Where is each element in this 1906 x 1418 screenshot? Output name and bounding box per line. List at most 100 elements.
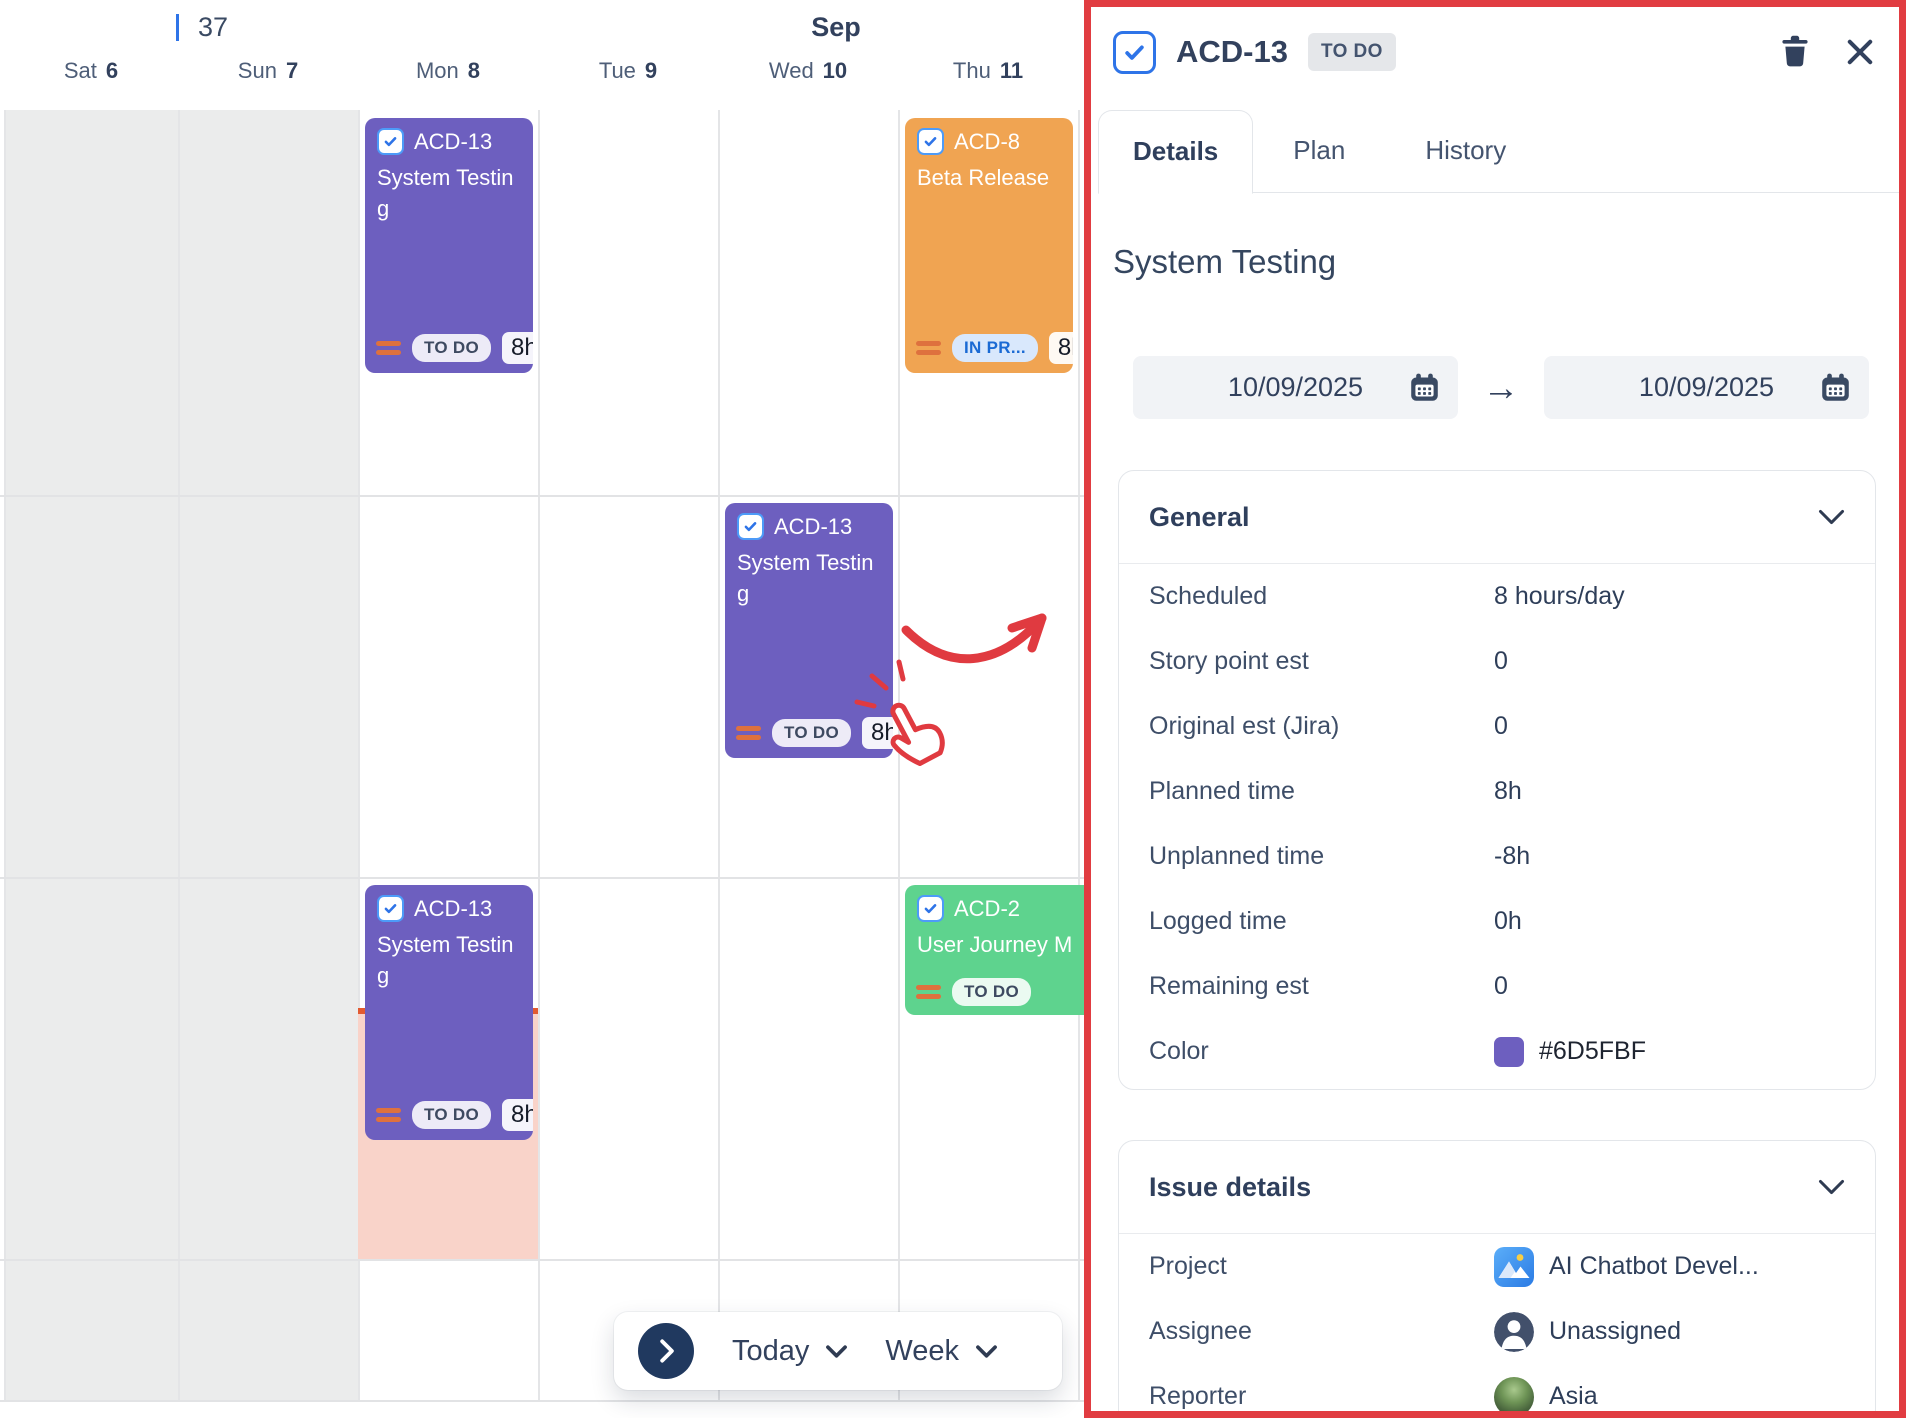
card-footer: TO DO 8h <box>736 717 893 749</box>
card-footer: TO DO 8h <box>376 1099 533 1131</box>
card-title: System Testing <box>377 932 514 989</box>
row-unplanned-time: Unplanned time -8h <box>1149 824 1845 889</box>
start-date-field[interactable]: 10/09/2025 <box>1133 356 1458 419</box>
priority-medium-icon <box>916 341 941 355</box>
checkbox-icon[interactable] <box>917 128 944 155</box>
reporter-avatar <box>1494 1376 1534 1411</box>
hours-badge: 8h <box>1048 332 1073 364</box>
row-value[interactable]: #6D5FBF <box>1494 1036 1646 1067</box>
row-value-text: 0h <box>1494 907 1522 935</box>
grid-line <box>538 110 540 1400</box>
status-pill: TO DO <box>412 1101 492 1129</box>
row-label: Color <box>1149 1037 1209 1065</box>
row-label: Assignee <box>1149 1317 1252 1345</box>
task-card[interactable]: ACD-13 System Testing TO DO 8h <box>365 118 533 373</box>
grid-line <box>898 110 900 1400</box>
row-planned-time: Planned time 8h <box>1149 759 1845 824</box>
row-value-text: 0 <box>1494 972 1508 1000</box>
row-value[interactable]: Unassigned <box>1494 1311 1682 1352</box>
row-value: 0h <box>1494 907 1522 936</box>
hours-badge: 8h <box>502 1099 533 1131</box>
row-value: 0 <box>1494 712 1508 741</box>
status-pill: TO DO <box>772 719 852 747</box>
checkbox-icon[interactable] <box>917 895 944 922</box>
status-badge[interactable]: TO DO <box>1307 33 1396 71</box>
grid-line <box>0 1259 1084 1261</box>
card-title: System Testing <box>737 550 874 607</box>
row-assignee: Assignee Unassigned <box>1149 1299 1845 1364</box>
next-button[interactable] <box>638 1323 694 1379</box>
view-dropdown[interactable]: Week <box>885 1335 997 1368</box>
row-label: Remaining est <box>1149 972 1309 1000</box>
row-value: 0 <box>1494 647 1508 676</box>
calendar-icon <box>1822 373 1849 401</box>
row-value[interactable]: AI Chatbot Devel... <box>1494 1246 1759 1287</box>
chevron-down-icon <box>826 1344 848 1358</box>
general-section: General Scheduled 8 hours/day Story point … <box>1118 470 1876 1090</box>
calendar-icon <box>1411 373 1438 401</box>
row-value: 8h <box>1494 777 1522 806</box>
tab-plan[interactable]: Plan <box>1293 135 1346 165</box>
task-card[interactable]: ACD-13 System Testing TO DO 8h <box>365 885 533 1140</box>
day-header-tue: Tue 9 <box>598 58 658 83</box>
card-header: ACD-8 <box>917 128 1061 155</box>
card-key: ACD-13 <box>774 513 853 539</box>
issue-type-checkbox-icon[interactable] <box>1113 30 1156 74</box>
issue-details-section-header[interactable]: Issue details <box>1119 1141 1875 1234</box>
week-marker <box>176 14 179 41</box>
delete-button[interactable] <box>1777 34 1813 70</box>
status-pill: TO DO <box>952 978 1032 1006</box>
card-footer: TO DO 8h <box>376 332 533 364</box>
row-value-text: Asia <box>1549 1382 1598 1410</box>
color-swatch[interactable] <box>1494 1036 1524 1067</box>
tutorial-arrow <box>901 613 1047 664</box>
tab-history[interactable]: History <box>1425 135 1507 165</box>
card-header: ACD-13 <box>377 895 521 922</box>
close-button[interactable] <box>1843 35 1877 69</box>
close-icon <box>1847 39 1873 65</box>
row-project: Project AI Chatbot Devel... <box>1149 1234 1845 1299</box>
hours-badge: 8h <box>862 717 893 749</box>
general-section-header[interactable]: General <box>1119 471 1875 564</box>
tab-details[interactable]: Details <box>1098 109 1254 194</box>
card-header: ACD-13 <box>377 128 521 155</box>
row-value-text: 0 <box>1494 712 1508 740</box>
row-value-text: Unassigned <box>1549 1317 1682 1345</box>
card-header: ACD-2 <box>917 895 1241 922</box>
end-date-value: 10/09/2025 <box>1638 372 1775 402</box>
end-date-field[interactable]: 10/09/2025 <box>1544 356 1869 419</box>
row-value-text: 0 <box>1494 647 1508 675</box>
task-card[interactable]: ACD-13 System Testing TO DO 8h <box>725 503 893 758</box>
panel-header: ACD-13 TO DO <box>1113 25 1877 79</box>
day-header-thu: Thu 11 <box>952 58 1024 83</box>
row-value-text: 8 hours/day <box>1494 582 1625 610</box>
card-key: ACD-8 <box>954 128 1021 154</box>
panel-tabs: Details Plan History <box>1098 108 1899 194</box>
row-color: Color #6D5FBF <box>1149 1019 1845 1084</box>
grid-line <box>1078 110 1080 1400</box>
today-dropdown[interactable]: Today <box>732 1335 848 1368</box>
card-footer: IN PR... 8h <box>916 332 1073 364</box>
issue-title[interactable]: System Testing <box>1113 243 1337 280</box>
row-value: 0 <box>1494 972 1508 1001</box>
weekend-shading <box>4 110 358 1400</box>
row-label: Planned time <box>1149 777 1295 805</box>
task-card[interactable]: ACD-8 Beta Release IN PR... 8h <box>905 118 1073 373</box>
card-title: User Journey M <box>917 932 1073 957</box>
row-label: Story point est <box>1149 647 1309 675</box>
issue-details-section: Issue details Project AI Chatbot Devel...… <box>1118 1140 1876 1411</box>
row-value[interactable]: Asia <box>1494 1376 1598 1411</box>
checkbox-icon[interactable] <box>377 128 404 155</box>
row-logged-time: Logged time 0h <box>1149 889 1845 954</box>
row-value-text: -8h <box>1494 842 1531 870</box>
checkbox-icon[interactable] <box>737 513 764 540</box>
card-key: ACD-2 <box>954 895 1021 921</box>
grid-line <box>0 877 1084 879</box>
priority-medium-icon <box>916 985 941 999</box>
card-key: ACD-13 <box>414 895 493 921</box>
week-number: 37 <box>198 12 229 42</box>
card-title: System Testing <box>377 165 514 222</box>
assignee-avatar-icon <box>1494 1311 1534 1352</box>
chevron-down-icon <box>976 1344 997 1358</box>
checkbox-icon[interactable] <box>377 895 404 922</box>
